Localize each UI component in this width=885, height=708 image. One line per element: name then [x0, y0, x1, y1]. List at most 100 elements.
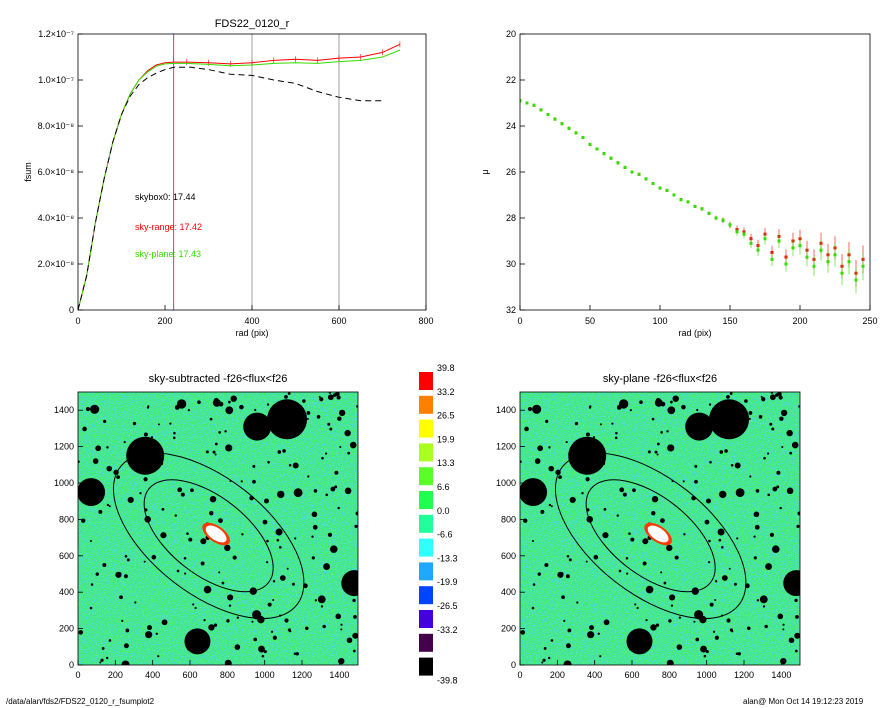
- mu-x-ticks: 0 50 100 150 200 250: [517, 305, 878, 326]
- masked-star: [341, 570, 358, 597]
- masked-source: [221, 581, 225, 585]
- masked-star: [568, 436, 607, 475]
- image-y-tick-label: 200: [59, 624, 74, 634]
- colorbar-swatch: [419, 538, 433, 557]
- mu-point-1: [553, 117, 557, 121]
- masked-source: [616, 514, 619, 517]
- masked-source: [597, 632, 600, 635]
- masked-source: [772, 486, 778, 492]
- masked-source: [349, 441, 357, 449]
- mu-panel: 0 50 100 150 200 250 20 22 24 26 28 30 32 rad (pix)…: [480, 29, 878, 338]
- image-x-tick-label: 600: [624, 670, 639, 680]
- masked-source: [272, 635, 277, 640]
- masked-source: [531, 606, 535, 610]
- masked-star: [184, 628, 211, 655]
- masked-source: [694, 464, 698, 468]
- image-x-tick-label: 200: [108, 670, 123, 680]
- mu-point-1: [854, 278, 858, 282]
- masked-source: [576, 601, 579, 604]
- aperture-ellipses: [112, 452, 305, 620]
- masked-source: [585, 477, 590, 482]
- image-x-tick-label: 600: [182, 670, 197, 680]
- masked-star: [520, 478, 548, 507]
- mu-point-1: [616, 161, 620, 165]
- image-x-tick-label: 0: [75, 670, 80, 680]
- sky-plane-y-ticks: 0 200 400 600 800 1000 1200 1400: [496, 405, 525, 670]
- masked-source: [89, 539, 92, 542]
- mu-point-1: [520, 99, 522, 103]
- masked-source: [721, 546, 724, 549]
- sky-subtracted-x-ticks: 0 200 400 600 800 1000 1200 1400: [75, 660, 349, 680]
- mu-x-tick-label: 100: [652, 316, 667, 326]
- mu-point-1: [707, 211, 711, 215]
- mu-point-1: [595, 147, 599, 151]
- masked-source: [322, 624, 326, 629]
- masked-source: [585, 432, 590, 437]
- masked-source: [642, 561, 647, 566]
- sky-subtracted-image: [78, 392, 358, 665]
- image-x-tick-label: 800: [662, 670, 677, 680]
- masked-source: [265, 561, 269, 564]
- masked-source: [639, 400, 643, 405]
- masked-source: [672, 395, 679, 402]
- mu-y-tick-label: 22: [506, 75, 516, 85]
- image-y-tick-label: 400: [501, 587, 516, 597]
- masked-source: [197, 400, 201, 405]
- masked-source: [524, 426, 529, 432]
- masked-source: [694, 479, 698, 484]
- mu-y-tick-label: 20: [506, 29, 516, 39]
- masked-source: [619, 487, 625, 493]
- masked-source: [176, 569, 180, 573]
- masked-source: [650, 624, 657, 631]
- masked-source: [726, 618, 731, 623]
- masked-source: [228, 604, 232, 607]
- masked-source: [267, 602, 272, 607]
- masked-source: [251, 620, 254, 623]
- masked-source: [651, 417, 655, 421]
- masked-source: [174, 514, 177, 517]
- masked-star: [709, 399, 750, 440]
- masked-source: [548, 446, 551, 449]
- masked-source: [748, 411, 753, 415]
- masked-source: [717, 528, 725, 536]
- fsum-y-ticks: 0 2.0×10⁻⁸ 4.0×10⁻⁸ 6.0×10⁻⁸ 8.0×10⁻⁸ 1.0×10⁻…: [38, 29, 83, 315]
- masked-source: [682, 480, 685, 483]
- masked-source: [147, 405, 150, 408]
- masked-source: [316, 415, 321, 419]
- masked-source: [327, 394, 334, 401]
- mu-point-1: [630, 170, 634, 174]
- masked-source: [668, 594, 676, 601]
- masked-source: [92, 458, 99, 464]
- mu-point-1: [574, 131, 578, 135]
- masked-source: [778, 395, 783, 400]
- masked-source: [629, 409, 632, 412]
- mu-point-1: [525, 101, 529, 105]
- masked-source: [603, 507, 607, 511]
- masked-source: [203, 618, 206, 622]
- fsum-series-line-0: [78, 43, 401, 310]
- image-x-tick-label: 800: [220, 670, 235, 680]
- masked-source: [101, 647, 105, 650]
- masked-source: [647, 450, 651, 454]
- masked-source: [540, 509, 545, 514]
- mu-point-1: [581, 136, 585, 139]
- mu-point-1: [539, 108, 543, 112]
- masked-source: [734, 462, 741, 469]
- masked-source: [132, 421, 137, 426]
- masked-source: [729, 392, 733, 395]
- fsum-series-group: [78, 41, 401, 310]
- masked-source: [106, 503, 110, 507]
- mu-point-1: [693, 205, 697, 208]
- mu-x-tick-label: 250: [862, 316, 877, 326]
- image-x-tick-label: 1400: [329, 670, 349, 680]
- masked-source: [335, 392, 340, 397]
- masked-source: [651, 511, 656, 516]
- fsum-x-tick-label: 400: [244, 316, 259, 326]
- masked-source: [307, 475, 310, 478]
- colorbar: 39.8 33.2 26.5 19.9 13.3 6.6 0.0 -6.6 -13.3 -19.9…: [419, 363, 458, 686]
- mu-point-1: [819, 248, 823, 252]
- mu-point-1: [623, 165, 627, 169]
- image-x-tick-label: 400: [145, 670, 160, 680]
- masked-source: [340, 628, 343, 631]
- masked-source: [157, 655, 160, 658]
